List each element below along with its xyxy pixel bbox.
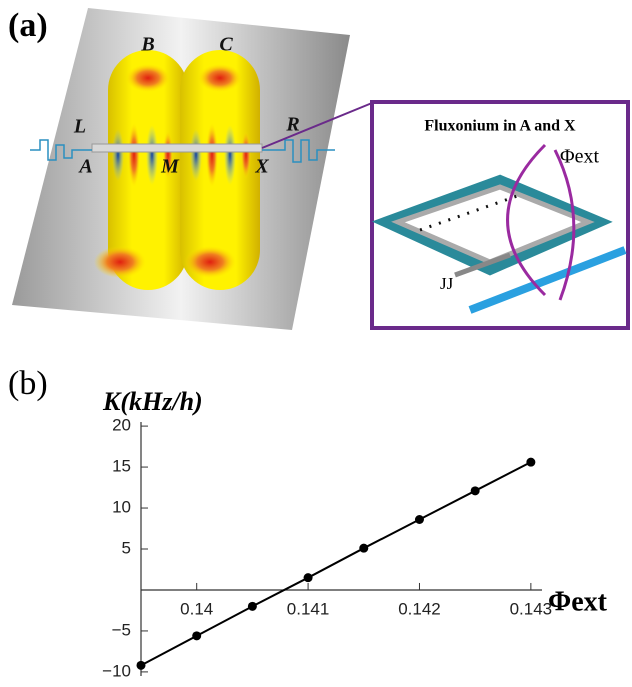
y-tick-label: 15 — [112, 457, 131, 476]
data-point — [304, 573, 313, 582]
resonator-label: L — [73, 116, 86, 138]
inset-title: Fluxonium in A and X — [424, 118, 576, 135]
site-label: X — [254, 156, 269, 178]
data-point — [248, 602, 257, 611]
y-tick-label: −5 — [112, 620, 131, 639]
panel-label: (a) — [8, 7, 48, 44]
x-axis-label: Φext — [548, 586, 608, 617]
x-tick-label: 0.143 — [510, 599, 553, 618]
x-tick-label: 0.14 — [180, 599, 213, 618]
figure: (a) B C L R A M X Fluxonium in A and X — [0, 0, 632, 687]
y-tick-label: 20 — [112, 416, 131, 435]
site-label: M — [160, 156, 180, 178]
y-tick-label: −10 — [102, 661, 131, 680]
waveguide — [92, 144, 262, 152]
data-point — [415, 515, 424, 524]
y-tick-label: 10 — [112, 498, 131, 517]
resonator-label: R — [285, 114, 299, 136]
junction-label: JJ — [440, 274, 454, 293]
y-tick-label: 5 — [122, 538, 131, 557]
data-point — [192, 631, 201, 640]
x-tick-label: 0.141 — [287, 599, 330, 618]
data-point — [359, 544, 368, 553]
site-label: A — [77, 156, 92, 178]
cavity-label: B — [140, 34, 154, 56]
data-point — [471, 486, 480, 495]
panel-b: (b) K(kHz/h) Φext −10 −5 5 10 15 20 0.14 0.141 0… — [8, 365, 608, 681]
data-point — [137, 661, 146, 670]
x-tick-label: 0.142 — [398, 599, 441, 618]
data-point — [526, 458, 535, 467]
cavity-label: C — [219, 34, 233, 56]
flux-label: Φext — [560, 146, 599, 168]
y-axis-label: K(kHz/h) — [102, 387, 203, 416]
panel-label: (b) — [8, 365, 48, 402]
panel-a: (a) B C L R A M X Fluxonium in A and X — [8, 7, 628, 330]
